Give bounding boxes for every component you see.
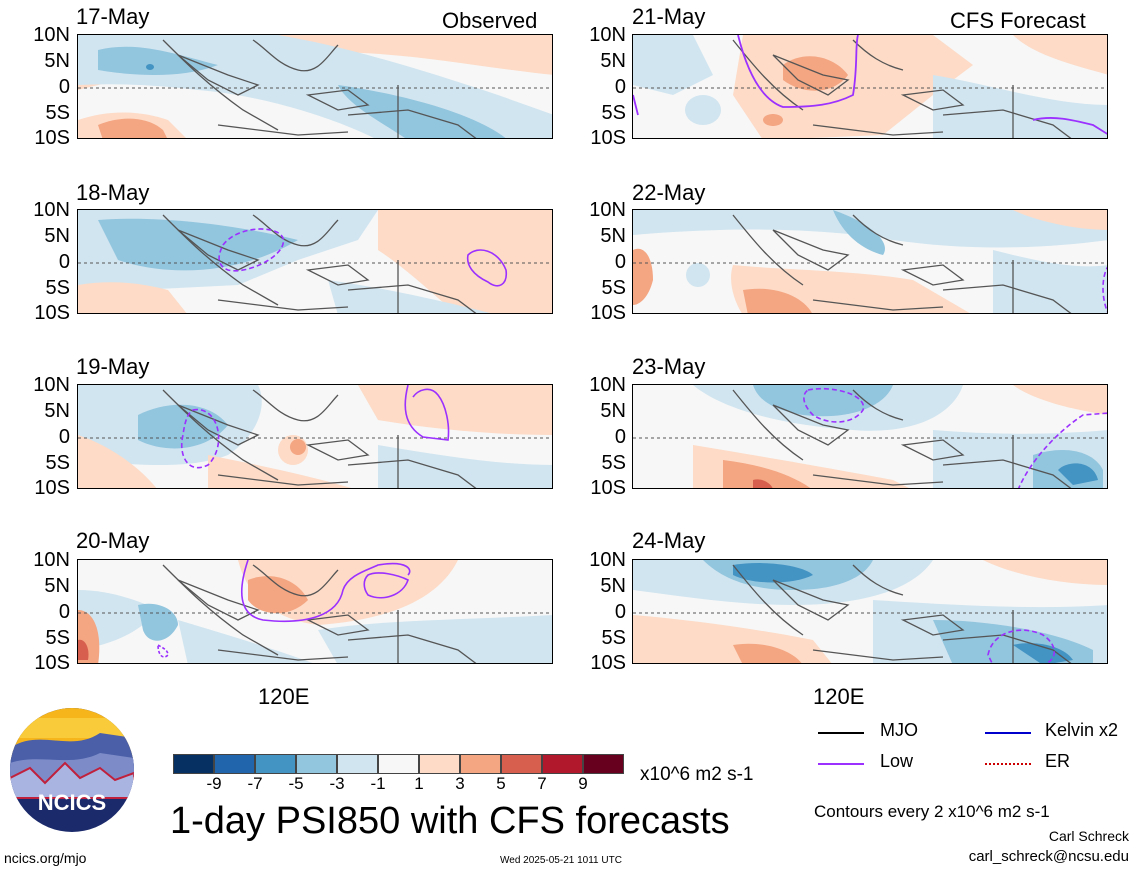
lat-label: 10N [33, 549, 70, 571]
lat-label: 5N [44, 225, 70, 247]
panel-date-17-may: 17-May [76, 4, 150, 29]
logo-text: NCICS [38, 790, 106, 815]
lat-label: 5S [601, 452, 626, 474]
colorbar-label: -1 [370, 774, 386, 793]
panel-date-22-may: 22-May [632, 180, 706, 205]
author-email: carl_schreck@ncsu.edu [968, 848, 1129, 865]
ncics-logo: NCICS [10, 708, 134, 832]
lat-label: 5N [44, 400, 70, 422]
panel-date-23-may: 23-May [632, 354, 706, 379]
legend-line-er [985, 763, 1031, 765]
legend-label-low: Low [880, 751, 914, 771]
colorbar-label: -5 [288, 774, 304, 793]
lat-label: 10N [33, 24, 70, 46]
lat-label: 10S [34, 302, 70, 324]
colorbar-units: x10^6 m2 s-1 [640, 764, 754, 785]
panel-date-20-may: 20-May [76, 528, 150, 553]
lat-label: 5S [601, 627, 626, 649]
author: Carl Schreck [1048, 828, 1129, 844]
map-panel-18-may [77, 209, 553, 314]
timestamp: Wed 2025-05-21 1011 UTC [500, 855, 622, 866]
lat-label: 10N [33, 374, 70, 396]
map-panel-17-may [77, 34, 553, 139]
lat-label: 10S [590, 477, 626, 499]
legend-label-mjo: MJO [880, 720, 918, 740]
x-label-right: 120E [813, 684, 865, 709]
lat-label: 10S [590, 302, 626, 324]
panel-date-21-may: 21-May [632, 4, 706, 29]
contour-note: Contours every 2 x10^6 m2 s-1 [814, 802, 1050, 821]
lat-label: 5S [45, 277, 70, 299]
x-label-left: 120E [258, 684, 310, 709]
lat-label: 10S [34, 127, 70, 149]
legend-label-er: ER [1045, 751, 1071, 771]
panel-date-18-may: 18-May [76, 180, 150, 205]
lat-label: 10N [589, 24, 626, 46]
lat-label: 0 [614, 601, 626, 623]
colorbar-swatch [296, 754, 337, 774]
map-panel-22-may [632, 209, 1108, 314]
legend-line-mjo [818, 732, 864, 734]
lat-label: 5N [600, 400, 626, 422]
panel-date-19-may: 19-May [76, 354, 150, 379]
colorbar-swatch [173, 754, 214, 774]
lat-label: 5N [600, 225, 626, 247]
map-panel-23-may [632, 384, 1108, 489]
lat-label: 10N [589, 199, 626, 221]
lat-label: 5S [601, 102, 626, 124]
lat-label: 10S [34, 477, 70, 499]
lat-label: 0 [58, 251, 70, 273]
lat-label: 5S [45, 102, 70, 124]
colorbar-swatch [583, 754, 624, 774]
map-panel-20-may [77, 559, 553, 664]
lat-label: 10N [589, 549, 626, 571]
colorbar-swatch [460, 754, 501, 774]
lat-label: 5S [45, 452, 70, 474]
colorbar-swatch [501, 754, 542, 774]
lat-label: 5N [44, 575, 70, 597]
colorbar-swatch [542, 754, 583, 774]
colorbar-swatch [378, 754, 419, 774]
legend-line-low [818, 763, 864, 765]
legend-line-kelvin [985, 732, 1031, 734]
colorbar-label: -9 [206, 774, 222, 793]
colorbar-label: 5 [496, 774, 506, 793]
lat-label: 5N [600, 575, 626, 597]
lat-label: 10S [590, 127, 626, 149]
site-url[interactable]: ncics.org/mjo [4, 850, 87, 866]
panel-date-24-may: 24-May [632, 528, 706, 553]
main-title: 1-day PSI850 with CFS forecasts [170, 800, 730, 842]
lat-label: 10N [33, 199, 70, 221]
lat-label: 5S [601, 277, 626, 299]
legend-label-kelvin: Kelvin x2 [1045, 720, 1119, 740]
colorbar-label: -7 [247, 774, 263, 793]
lat-label: 5N [44, 50, 70, 72]
colorbar-swatch [337, 754, 378, 774]
forecast-title: CFS Forecast [950, 8, 1086, 33]
map-panel-21-may [632, 34, 1108, 139]
lat-label: 0 [614, 76, 626, 98]
lat-label: 10S [590, 652, 626, 674]
colorbar-label: 3 [455, 774, 465, 793]
colorbar-label: 9 [578, 774, 588, 793]
lat-label: 5N [600, 50, 626, 72]
colorbar-swatch [255, 754, 296, 774]
colorbar-swatch [419, 754, 460, 774]
colorbar-label: 1 [414, 774, 424, 793]
map-panel-24-may [632, 559, 1108, 664]
lat-label: 10N [589, 374, 626, 396]
lat-label: 0 [58, 601, 70, 623]
lat-label: 0 [614, 426, 626, 448]
lat-label: 0 [614, 251, 626, 273]
lat-label: 0 [58, 426, 70, 448]
map-panel-19-may [77, 384, 553, 489]
lat-label: 10S [34, 652, 70, 674]
observed-title: Observed [442, 8, 538, 33]
lat-label: 5S [45, 627, 70, 649]
lat-label: 0 [58, 76, 70, 98]
colorbar-label: -3 [329, 774, 345, 793]
colorbar-label: 7 [537, 774, 547, 793]
colorbar-swatch [214, 754, 255, 774]
